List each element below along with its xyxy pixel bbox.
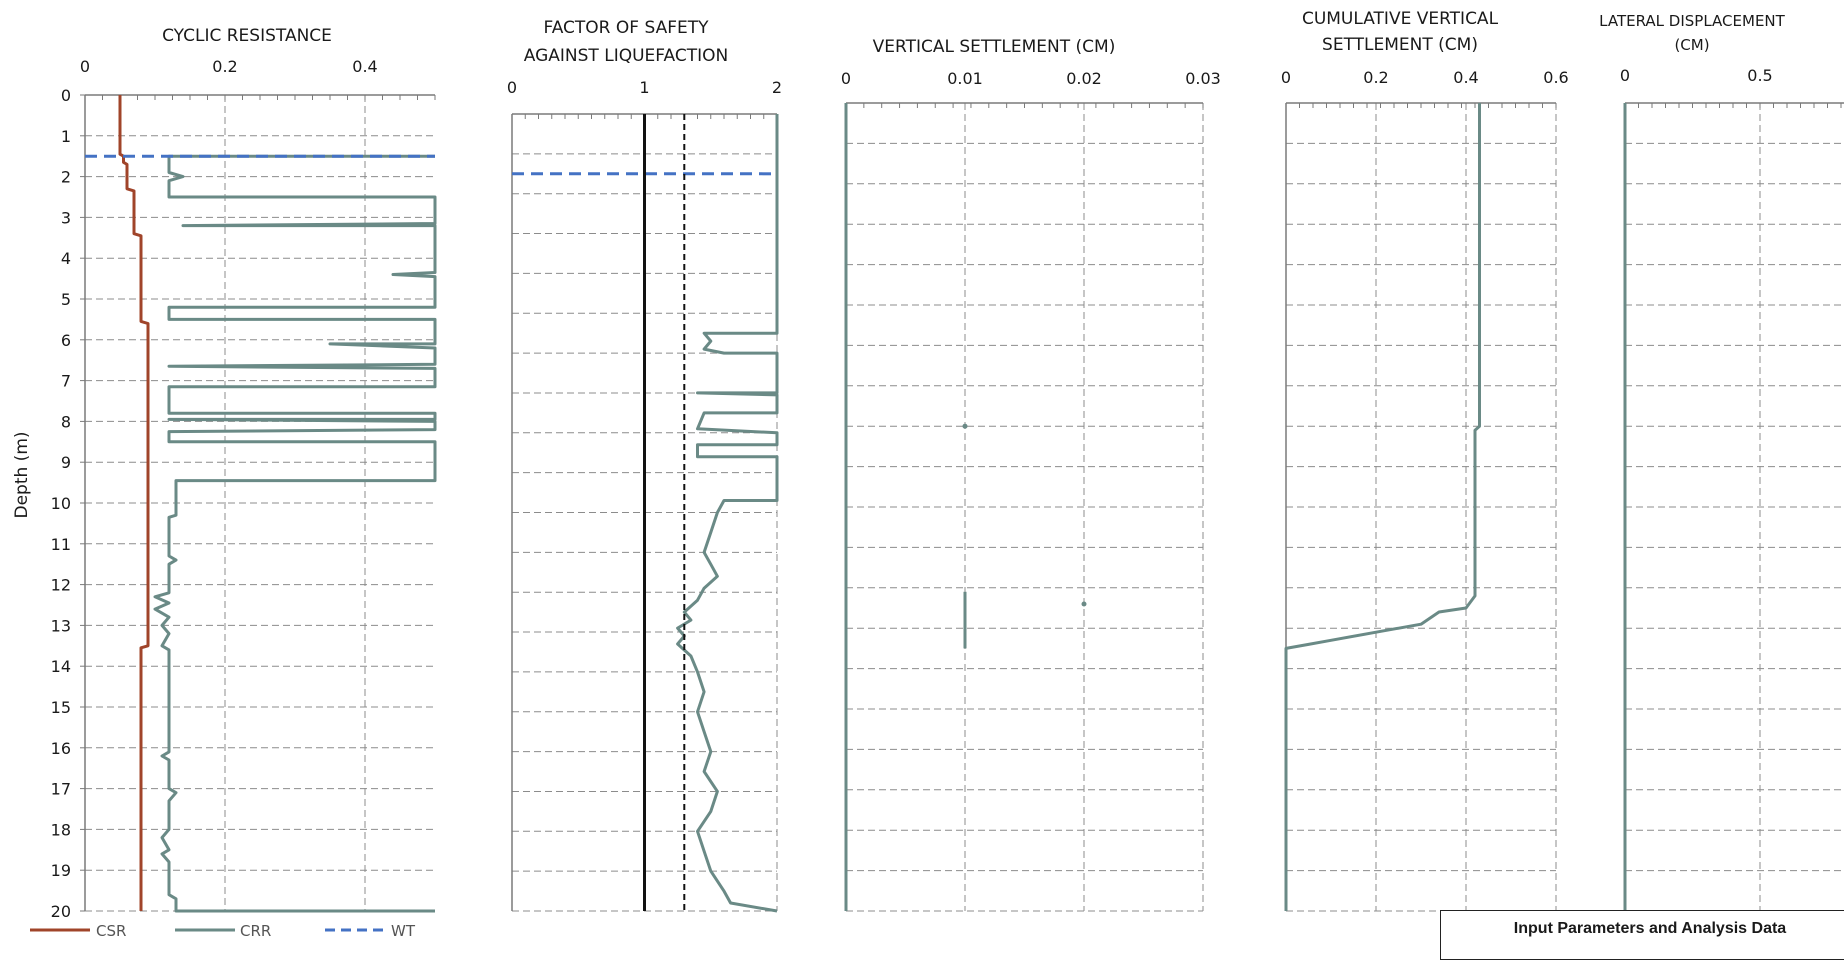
- panel-lateral-displacement: LATERAL DISPLACEMENT (CM) 00.51: [1599, 12, 1844, 912]
- y-tick-label: 10: [51, 494, 71, 513]
- input-parameters-title: Input Parameters and Analysis Data: [1513, 920, 1787, 937]
- y-tick-label: 20: [51, 902, 71, 921]
- panel-fos-title-line2: AGAINST LIQUEFACTION: [524, 46, 728, 66]
- x-tick-label: 0.2: [212, 57, 237, 76]
- legend-wt-label: WT: [391, 922, 416, 940]
- y-tick-label: 0: [61, 86, 71, 105]
- y-tick-label: 7: [61, 372, 71, 391]
- series-line-crr: [1284, 103, 1481, 911]
- panel-lateral-title-line1: LATERAL DISPLACEMENT: [1599, 12, 1785, 30]
- panel-cumulative-title-line2: SETTLEMENT (CM): [1322, 35, 1478, 55]
- input-parameters-panel: Input Parameters and Analysis Data: [1440, 910, 1844, 960]
- y-tick-label: 5: [61, 290, 71, 309]
- data-point-marker: [1081, 601, 1087, 607]
- x-tick-label: 0: [507, 78, 517, 97]
- y-axis-label: Depth (m): [12, 431, 32, 518]
- y-tick-label: 1: [61, 127, 71, 146]
- panel-lateral-title-line2: (CM): [1674, 36, 1709, 54]
- x-tick-label: 0: [1620, 66, 1630, 85]
- y-tick-label: 13: [51, 616, 71, 635]
- legend-crr-label: CRR: [240, 922, 271, 940]
- y-tick-label: 17: [51, 780, 71, 799]
- y-tick-label: 11: [51, 535, 71, 554]
- x-tick-label: 0.5: [1747, 66, 1772, 85]
- series-line-crr: [676, 114, 779, 913]
- x-tick-label: 0.01: [947, 69, 983, 88]
- y-tick-label: 18: [51, 820, 71, 839]
- panel-cumulative-title-line1: CUMULATIVE VERTICAL: [1302, 9, 1499, 29]
- panel-cyclic-resistance: CYCLIC RESISTANCE 0123456789101112131415…: [51, 26, 437, 921]
- y-tick-label: 12: [51, 576, 71, 595]
- y-tick-label: 6: [61, 331, 71, 350]
- y-tick-label: 8: [61, 412, 71, 431]
- data-point-marker: [962, 423, 968, 429]
- x-tick-label: 0.4: [352, 57, 377, 76]
- series-crr-line: [153, 154, 437, 913]
- y-tick-label: 2: [61, 168, 71, 187]
- x-tick-label: 0.2: [1363, 68, 1388, 87]
- y-tick-label: 16: [51, 739, 71, 758]
- panel-vertical-settlement: VERTICAL SETTLEMENT (CM) 0 0.01 0.02 0.03: [841, 37, 1221, 912]
- y-tick-label: 15: [51, 698, 71, 717]
- x-tick-label: 1: [639, 78, 649, 97]
- y-tick-label: 4: [61, 249, 71, 268]
- legend: CSR CRR WT: [30, 922, 416, 940]
- legend-csr-label: CSR: [96, 922, 126, 940]
- panel-factor-of-safety: FACTOR OF SAFETY AGAINST LIQUEFACTION 0 1…: [507, 18, 782, 913]
- y-tick-label: 3: [61, 208, 71, 227]
- panel-cyclic-resistance-title: CYCLIC RESISTANCE: [162, 26, 332, 46]
- x-tick-label: 0.02: [1066, 69, 1102, 88]
- x-tick-label: 0.03: [1185, 69, 1221, 88]
- x-tick-label: 2: [772, 78, 782, 97]
- x-tick-label: 0: [841, 69, 851, 88]
- x-tick-label: 0.4: [1453, 68, 1478, 87]
- x-tick-label: 0: [1281, 68, 1291, 87]
- panel-cumulative-settlement: CUMULATIVE VERTICAL SETTLEMENT (CM) 0 0.2…: [1281, 9, 1569, 912]
- y-tick-label: 9: [61, 453, 71, 472]
- y-tick-label: 19: [51, 861, 71, 880]
- x-tick-label: 0: [80, 57, 90, 76]
- panel-fos-title-line1: FACTOR OF SAFETY: [544, 18, 710, 38]
- panel-vertical-settlement-title: VERTICAL SETTLEMENT (CM): [873, 37, 1116, 57]
- x-tick-label: 0.6: [1543, 68, 1568, 87]
- y-tick-label: 14: [51, 657, 71, 676]
